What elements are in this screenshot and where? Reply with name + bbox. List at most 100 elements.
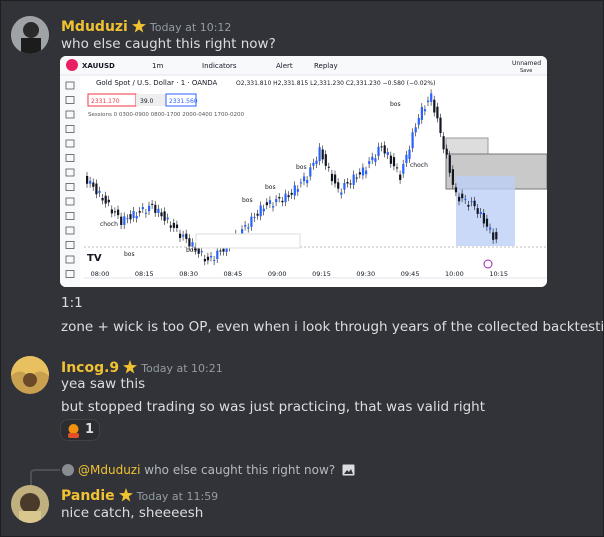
candle bbox=[166, 217, 169, 220]
candle bbox=[389, 155, 392, 164]
candle bbox=[414, 127, 417, 133]
candle bbox=[411, 132, 414, 149]
shot-marker bbox=[483, 259, 493, 269]
symbol: XAUUSD bbox=[82, 62, 115, 70]
candle bbox=[216, 250, 219, 260]
candle bbox=[278, 197, 281, 199]
candle bbox=[482, 213, 485, 224]
candle bbox=[113, 211, 117, 213]
interval: 1m bbox=[152, 62, 163, 70]
candle bbox=[138, 211, 141, 213]
candle bbox=[485, 218, 489, 227]
badge bbox=[123, 360, 138, 374]
candle bbox=[104, 195, 107, 204]
time-label: 09:45 bbox=[401, 270, 420, 278]
image-attachment[interactable]: TV XAUUSD 1m Indicators Alert Replay UnnamedS… bbox=[60, 56, 547, 287]
candle bbox=[358, 172, 361, 175]
candle bbox=[423, 109, 427, 112]
candle bbox=[337, 182, 340, 189]
candle bbox=[473, 200, 476, 207]
candle bbox=[371, 156, 374, 161]
tool-icon bbox=[65, 154, 75, 162]
candle bbox=[433, 99, 436, 113]
candle bbox=[293, 185, 296, 196]
indicator-line: Sessions 0 0300-0900 0800-1700 2000-0400… bbox=[88, 112, 245, 118]
candle bbox=[89, 180, 92, 184]
candle bbox=[86, 176, 89, 184]
candle bbox=[175, 224, 179, 229]
candle bbox=[182, 234, 185, 237]
candle bbox=[461, 193, 464, 199]
tool-icon bbox=[65, 168, 75, 177]
reaction-emoji bbox=[68, 424, 79, 438]
avatar-art bbox=[11, 356, 49, 394]
candle bbox=[399, 174, 402, 180]
chart-title: Gold Spot / U.S. Dollar · 1 · OANDA bbox=[96, 79, 217, 87]
avatar[interactable] bbox=[11, 356, 49, 394]
candle bbox=[213, 259, 216, 261]
candle bbox=[262, 208, 265, 212]
candle bbox=[408, 149, 411, 160]
candle bbox=[464, 198, 467, 200]
candle bbox=[110, 209, 113, 214]
candle bbox=[141, 207, 144, 210]
shot-spread-box bbox=[136, 94, 166, 106]
reaction[interactable]: 1 bbox=[60, 419, 100, 441]
candle bbox=[250, 216, 253, 227]
candle bbox=[377, 146, 380, 156]
candle bbox=[427, 100, 430, 103]
shot-left-toolbar bbox=[60, 76, 80, 287]
reply-connector bbox=[30, 469, 60, 486]
author-name[interactable]: Incog.9 bbox=[61, 360, 120, 376]
shot-toolbar bbox=[60, 56, 547, 75]
candle bbox=[160, 212, 163, 217]
timestamp: Today at 11:59 bbox=[136, 490, 219, 503]
candle bbox=[241, 229, 244, 234]
candle bbox=[402, 163, 405, 174]
save: Save bbox=[520, 68, 532, 74]
candle bbox=[321, 149, 324, 160]
candle bbox=[206, 256, 210, 261]
candle bbox=[439, 117, 442, 134]
candle bbox=[144, 212, 148, 214]
author-name[interactable]: Pandie bbox=[61, 488, 115, 504]
candle bbox=[197, 245, 200, 254]
candle bbox=[129, 214, 132, 220]
tool-icon bbox=[65, 125, 75, 133]
candle bbox=[454, 187, 458, 193]
candle bbox=[303, 176, 306, 182]
zone bbox=[456, 176, 515, 246]
annotation: choch bbox=[100, 221, 118, 228]
tool-icon bbox=[65, 212, 75, 220]
candle bbox=[92, 182, 95, 187]
candle bbox=[259, 205, 262, 217]
candle bbox=[476, 208, 479, 214]
candle bbox=[194, 246, 197, 251]
avatar[interactable] bbox=[11, 16, 49, 54]
tool-icon bbox=[65, 270, 75, 278]
reaction-count: 1 bbox=[85, 422, 95, 437]
candle bbox=[327, 166, 330, 168]
shot-zones bbox=[445, 137, 547, 246]
candle bbox=[275, 199, 278, 203]
candle bbox=[219, 250, 222, 252]
layout-name: Unnamed bbox=[512, 60, 541, 67]
candle bbox=[383, 145, 386, 154]
candle bbox=[436, 106, 439, 119]
candle bbox=[306, 179, 309, 184]
candle bbox=[296, 189, 299, 192]
candle bbox=[169, 225, 172, 228]
message-header: Incog.9 Today at 10:21 bbox=[61, 357, 223, 376]
badge bbox=[131, 19, 146, 33]
author-name[interactable]: Mduduzi bbox=[61, 19, 128, 35]
spread: 39.0 bbox=[140, 98, 154, 105]
candle bbox=[392, 157, 396, 167]
candle bbox=[247, 227, 250, 229]
avatar[interactable] bbox=[11, 485, 49, 523]
candle bbox=[222, 248, 225, 252]
reply-preview[interactable]: @Mduduzi who else caught this right now? bbox=[62, 463, 355, 477]
candle bbox=[340, 192, 343, 195]
candle bbox=[98, 190, 101, 193]
